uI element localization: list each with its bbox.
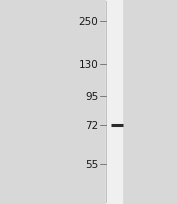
Bar	[106, 0, 122, 204]
Text: 130: 130	[78, 59, 98, 69]
Text: 250: 250	[78, 17, 98, 26]
Text: 72: 72	[85, 121, 98, 130]
Text: 55: 55	[85, 159, 98, 169]
Text: 95: 95	[85, 92, 98, 102]
